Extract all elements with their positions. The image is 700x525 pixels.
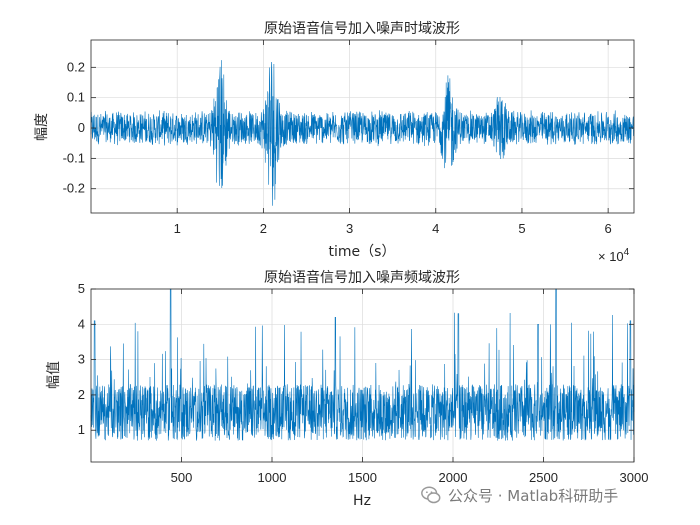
x-tick-label: 3 (346, 221, 353, 236)
time-plot-ticks: 1 2 3 4 5 6 -0.2 -0.1 0 0.1 0.2 (63, 40, 634, 236)
time-plot-ylabel: 幅度 (34, 113, 50, 141)
x-tick-label: 1 (174, 221, 181, 236)
y-tick-label: 0.1 (67, 90, 85, 105)
time-signal-line (90, 60, 635, 206)
time-plot-title: 原始语音信号加入噪声时域波形 (264, 20, 460, 37)
x-tick-label: 1500 (348, 470, 377, 485)
time-plot-axes-box (90, 39, 635, 214)
y-tick-label: 5 (78, 281, 85, 296)
freq-plot-title: 原始语音信号加入噪声频域波形 (264, 269, 460, 286)
y-tick-label: 2 (78, 387, 85, 402)
y-tick-label: -0.1 (63, 150, 85, 165)
x-tick-label: 1000 (258, 470, 287, 485)
frequency-domain-plot: 原始语音信号加入噪声频域波形 500 1000 1500 2000 2500 3000 1 2… (46, 269, 648, 509)
spectrum-line (90, 288, 635, 441)
x-tick-label: 500 (171, 470, 193, 485)
time-plot-xlabel: time（s） (329, 244, 396, 260)
exponent-power: 4 (624, 247, 630, 258)
x-tick-label: 2500 (529, 470, 558, 485)
y-tick-label: -0.2 (63, 181, 85, 196)
x-tick-label: 5 (518, 221, 525, 236)
freq-plot-ylabel: 幅值 (46, 361, 62, 389)
x-tick-label: 3000 (620, 470, 649, 485)
time-domain-plot: 原始语音信号加入噪声时域波形 1 2 3 4 5 6 -0.2 -0.1 0 0.1 0.2 tim… (34, 20, 635, 264)
watermark: 公众号 · Matlab科研助手 (420, 484, 618, 506)
watermark-text: 公众号 · Matlab科研助手 (448, 486, 619, 505)
x-tick-label: 2000 (439, 470, 468, 485)
time-plot-x-exponent: × 104 (598, 247, 630, 264)
wechat-icon (421, 486, 441, 504)
freq-plot-xlabel: Hz (353, 493, 371, 509)
y-tick-label: 1 (78, 422, 85, 437)
y-tick-label: 3 (78, 352, 85, 367)
y-tick-label: 0 (78, 120, 85, 135)
freq-plot-ticks: 500 1000 1500 2000 2500 3000 1 2 3 4 5 (78, 281, 649, 485)
y-tick-label: 4 (78, 316, 85, 331)
x-tick-label: 2 (260, 221, 267, 236)
x-tick-label: 4 (432, 221, 439, 236)
y-tick-label: 0.2 (67, 59, 85, 74)
x-tick-label: 6 (605, 221, 612, 236)
freq-plot-grid (91, 288, 635, 462)
